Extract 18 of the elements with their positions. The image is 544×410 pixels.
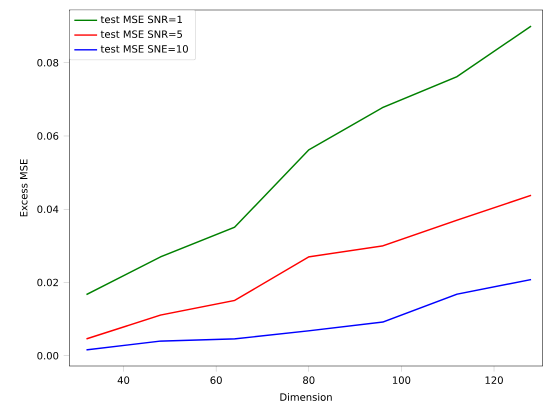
- x-tick-label: 40: [118, 376, 130, 384]
- y-tick-label: 0.06: [37, 132, 58, 140]
- x-tick-label: 80: [303, 376, 314, 384]
- legend-label: test MSE SNE=10: [100, 45, 188, 53]
- x-tick-label: 60: [210, 376, 222, 384]
- y-tick-label: 0.00: [37, 352, 58, 360]
- y-axis-title: Excess MSE: [20, 159, 28, 216]
- x-tick-label: 100: [392, 376, 410, 384]
- x-tick-label: 120: [486, 376, 503, 384]
- y-tick-label: 0.08: [37, 58, 58, 67]
- y-tick-label: 0.02: [37, 278, 58, 286]
- y-tick-label: 0.04: [37, 205, 58, 214]
- legend-label: test MSE SNR=5: [100, 30, 182, 38]
- line-series: [86, 25, 532, 296]
- legend-label: test MSE SNR=1: [100, 16, 182, 24]
- x-axis-title: Dimension: [280, 393, 332, 401]
- line-series: [86, 194, 532, 340]
- line-series: [86, 278, 532, 351]
